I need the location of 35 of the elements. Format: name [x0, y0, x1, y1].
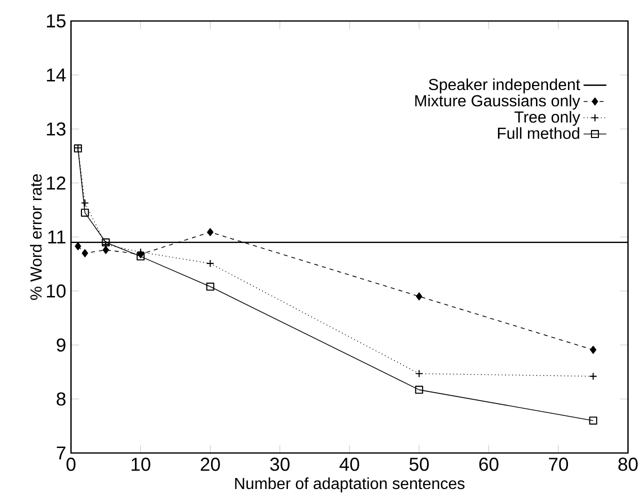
- x-tick-label: 70: [548, 458, 568, 471]
- x-tick-label: 0: [66, 458, 76, 471]
- y-tick-label: 9: [56, 338, 66, 352]
- y-tick-label: 8: [56, 392, 66, 406]
- y-tick-label: 7: [56, 446, 66, 460]
- point: [80, 208, 89, 217]
- x-tick-label: 60: [479, 458, 498, 471]
- point: [590, 346, 596, 354]
- y-tick-label: 13: [46, 122, 66, 136]
- legend-label: Full method: [498, 127, 580, 139]
- point: [102, 238, 110, 246]
- point: [102, 246, 109, 254]
- point: [206, 282, 214, 291]
- y-tick-label: 12: [46, 176, 66, 190]
- x-tick-label: 30: [270, 458, 290, 471]
- x-tick-label: 20: [200, 458, 220, 471]
- x-tick-label: 40: [340, 458, 360, 471]
- legend-label: Tree only: [514, 110, 580, 126]
- x-tick-label: 10: [132, 458, 150, 471]
- x-tick-label: 80: [618, 458, 638, 471]
- point: [207, 228, 214, 236]
- point: [415, 386, 424, 394]
- point: [74, 242, 82, 250]
- y-tick-label: 14: [46, 68, 66, 82]
- point: [82, 249, 88, 258]
- y-tick-label: 15: [46, 14, 66, 28]
- x-tick-label: 50: [409, 458, 429, 471]
- point: [416, 292, 422, 300]
- y-tick-label: 10: [46, 284, 66, 298]
- y-tick-label: 11: [48, 230, 66, 244]
- x-axis-title: Number of adaptation sentences: [235, 477, 465, 492]
- y-axis-title: % Word error rate: [30, 174, 42, 300]
- legend-label: Mixture Gaussians only: [415, 94, 580, 110]
- point: [589, 416, 598, 425]
- legend-label: Speaker independent: [428, 78, 580, 94]
